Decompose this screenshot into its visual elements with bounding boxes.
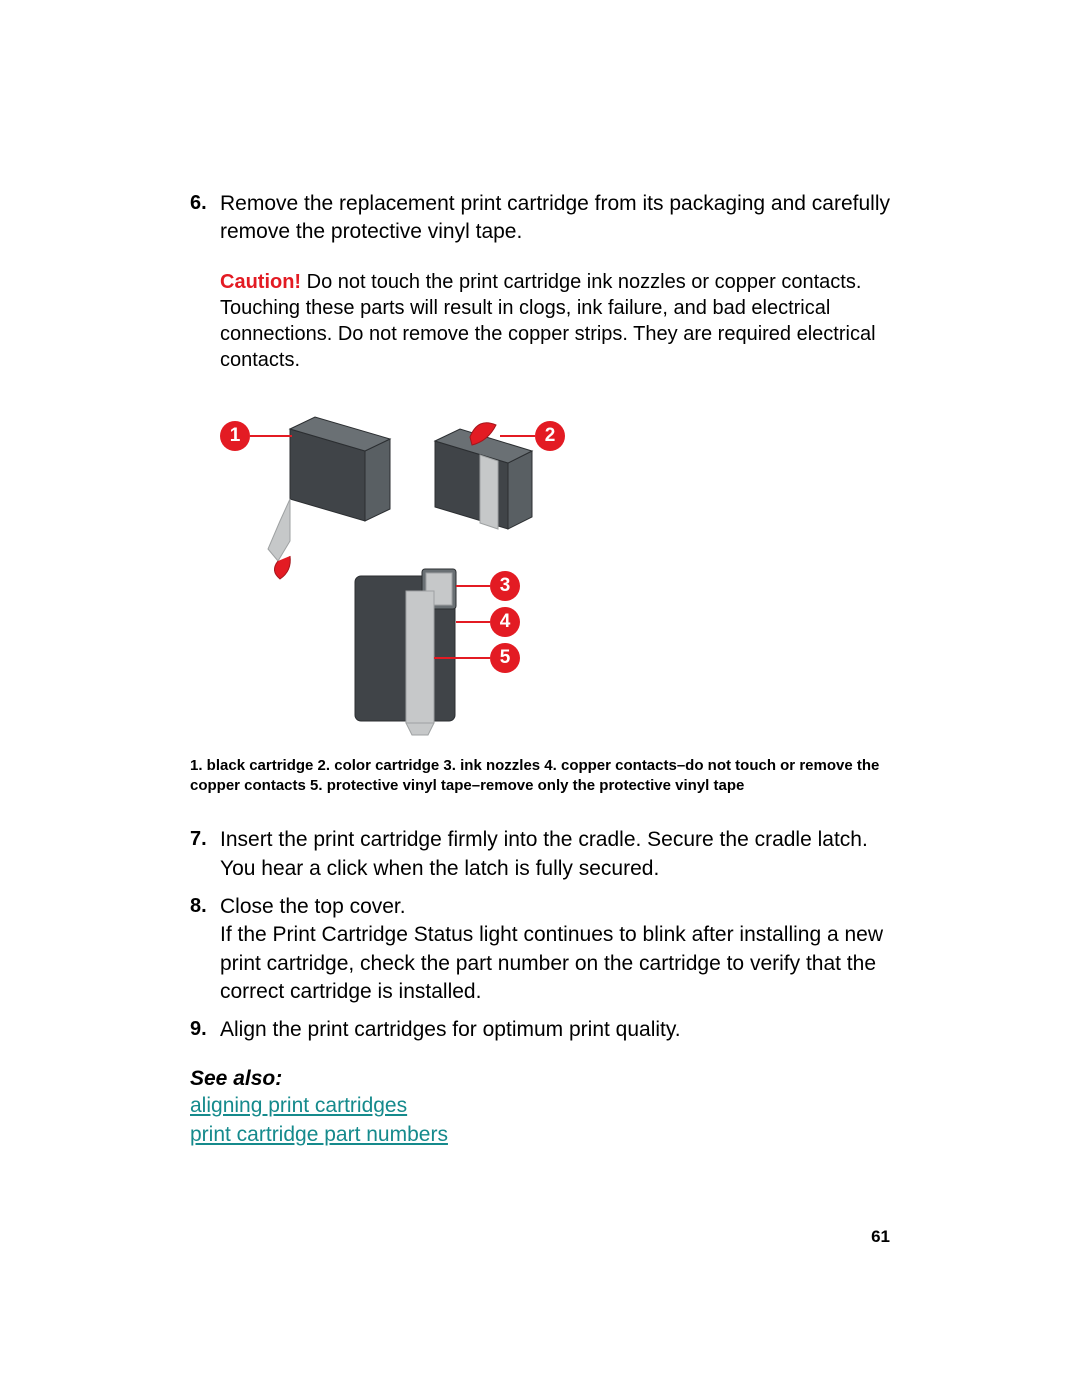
step-7-body: Insert the print cartridge firmly into t… — [220, 826, 868, 883]
step-9: 9. Align the print cartridges for optimu… — [190, 1016, 890, 1044]
caution-label: Caution! — [220, 271, 301, 293]
callout-2-num: 2 — [545, 425, 556, 447]
callout-bubble-2: 2 — [535, 421, 565, 451]
cartridge-figure: 1 2 3 4 5 — [220, 411, 565, 736]
caution-block: Caution! Do not touch the print cartridg… — [220, 269, 890, 373]
step-9-number: 9. — [190, 1016, 220, 1041]
callout-1-leader — [250, 435, 292, 437]
step-8-number: 8. — [190, 893, 220, 918]
callout-bubble-5: 5 — [490, 643, 520, 673]
callout-4-num: 4 — [500, 611, 511, 633]
color-cartridge-icon — [435, 422, 532, 528]
step-6-text: Remove the replacement print cartridge f… — [220, 190, 890, 247]
step-9-text: Align the print cartridges for optimum p… — [220, 1016, 681, 1044]
callout-bubble-1: 1 — [220, 421, 250, 451]
step-8-body: Close the top cover. If the Print Cartri… — [220, 893, 890, 1006]
link-part-numbers[interactable]: print cartridge part numbers — [190, 1120, 448, 1149]
callout-4-leader — [456, 621, 490, 623]
link-aligning-cartridges[interactable]: aligning print cartridges — [190, 1091, 407, 1120]
step-8: 8. Close the top cover. If the Print Car… — [190, 893, 890, 1006]
step-6-number: 6. — [190, 190, 220, 215]
callout-3-leader — [456, 585, 490, 587]
callout-3-num: 3 — [500, 575, 511, 597]
see-also-links: aligning print cartridges print cartridg… — [190, 1091, 890, 1150]
step-7-number: 7. — [190, 826, 220, 851]
manual-page: 6. Remove the replacement print cartridg… — [0, 0, 1080, 1397]
step-6: 6. Remove the replacement print cartridg… — [190, 190, 890, 247]
step-8-text-b: If the Print Cartridge Status light cont… — [220, 921, 890, 1006]
callout-5-num: 5 — [500, 647, 511, 669]
step-7-text-a: Insert the print cartridge firmly into t… — [220, 826, 868, 854]
step-7: 7. Insert the print cartridge firmly int… — [190, 826, 890, 883]
callout-2-leader — [500, 435, 535, 437]
figure-caption: 1. black cartridge 2. color cartridge 3.… — [190, 756, 890, 797]
callout-5-leader — [434, 657, 490, 659]
step-7-text-b: You hear a click when the latch is fully… — [220, 855, 868, 883]
page-number: 61 — [871, 1227, 890, 1247]
callout-bubble-4: 4 — [490, 607, 520, 637]
callout-1-num: 1 — [230, 425, 241, 447]
step-8-text-a: Close the top cover. — [220, 893, 890, 921]
callout-bubble-3: 3 — [490, 571, 520, 601]
black-cartridge-icon — [268, 417, 390, 579]
cartridge-front-icon — [355, 569, 456, 735]
see-also-label: See also: — [190, 1067, 890, 1091]
caution-text: Do not touch the print cartridge ink noz… — [220, 271, 876, 371]
